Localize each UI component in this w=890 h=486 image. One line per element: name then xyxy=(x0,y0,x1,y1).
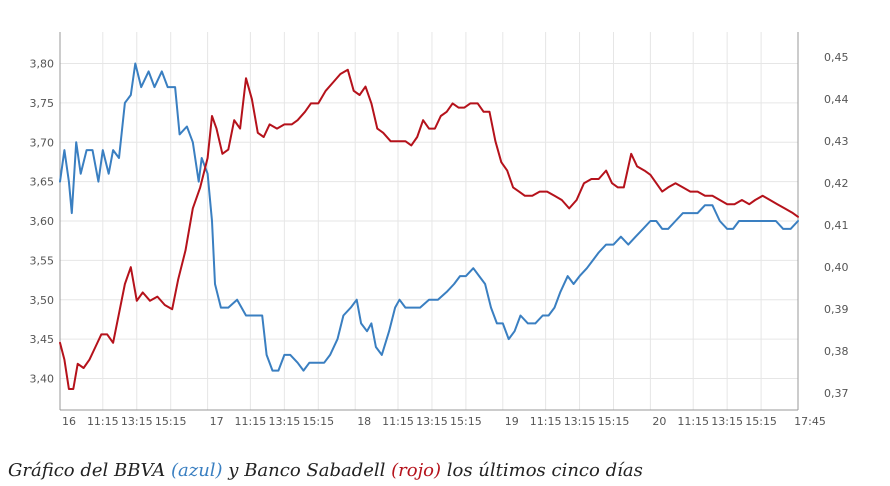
blue-series-line xyxy=(59,62,799,372)
y-left-tick-label: 3,55 xyxy=(30,254,55,267)
x-tick-label: 15:15 xyxy=(745,415,777,428)
y-right-tick-label: 0,38 xyxy=(824,345,849,358)
x-tick-label: 17:45 xyxy=(794,415,826,428)
x-tick-label: 11:15 xyxy=(87,415,119,428)
caption-middle: y Banco Sabadell xyxy=(222,460,392,481)
y-left-tick-label: 3,50 xyxy=(30,294,55,307)
red-series-line xyxy=(59,68,799,390)
x-tick-label: 13:15 xyxy=(564,415,596,428)
x-tick-label: 13:15 xyxy=(416,415,448,428)
x-tick-label: 13:15 xyxy=(121,415,153,428)
x-tick-label: 11:15 xyxy=(677,415,709,428)
y-left-tick-label: 3,65 xyxy=(30,176,55,189)
x-tick-label: 15:15 xyxy=(155,415,187,428)
x-tick-label: 18 xyxy=(357,415,371,428)
x-tick-label: 15:15 xyxy=(598,415,630,428)
caption-prefix: Gráfico del BBVA xyxy=(8,460,171,481)
y-left-tick-label: 3,60 xyxy=(30,215,55,228)
y-right-tick-label: 0,42 xyxy=(824,177,849,190)
caption-red-label: (rojo) xyxy=(391,460,442,481)
chart-area: 3,40 3,45 3,50 3,55 3,60 3,65 3,70 3,75 3,80 0,37… xyxy=(30,32,849,428)
y-left-tick-label: 3,40 xyxy=(30,373,55,386)
y-left-tick-label: 3,45 xyxy=(30,333,55,346)
x-tick-label: 11:15 xyxy=(382,415,414,428)
x-tick-label: 13:15 xyxy=(269,415,301,428)
y-left-tick-label: 3,70 xyxy=(30,136,55,149)
y-right-tick-label: 0,43 xyxy=(824,135,849,148)
y-left-tick-label: 3,80 xyxy=(30,58,55,71)
chart-caption: Gráfico del BBVA (azul) y Banco Sabadell… xyxy=(8,460,643,481)
x-tick-label: 17 xyxy=(210,415,224,428)
y-right-tick-label: 0,44 xyxy=(824,93,849,106)
x-tick-label: 13:15 xyxy=(711,415,743,428)
x-tick-label: 11:15 xyxy=(235,415,267,428)
x-tick-label: 15:15 xyxy=(450,415,482,428)
x-tick-label: 19 xyxy=(505,415,519,428)
line-chart: 3,40 3,45 3,50 3,55 3,60 3,65 3,70 3,75 3,80 0,37… xyxy=(30,32,849,428)
x-tick-label: 20 xyxy=(652,415,666,428)
caption-blue-label: (azul) xyxy=(170,460,223,481)
y-left-tick-label: 3,75 xyxy=(30,97,55,110)
y-right-tick-label: 0,40 xyxy=(824,261,849,274)
x-tick-label: 15:15 xyxy=(302,415,334,428)
caption-suffix: los últimos cinco días xyxy=(441,460,643,481)
y-right-tick-label: 0,41 xyxy=(824,219,849,232)
y-right-tick-label: 0,45 xyxy=(824,51,849,64)
y-right-tick-label: 0,39 xyxy=(824,303,849,316)
x-tick-label: 16 xyxy=(62,415,76,428)
y-right-tick-label: 0,37 xyxy=(824,387,849,400)
x-tick-label: 11:15 xyxy=(530,415,562,428)
